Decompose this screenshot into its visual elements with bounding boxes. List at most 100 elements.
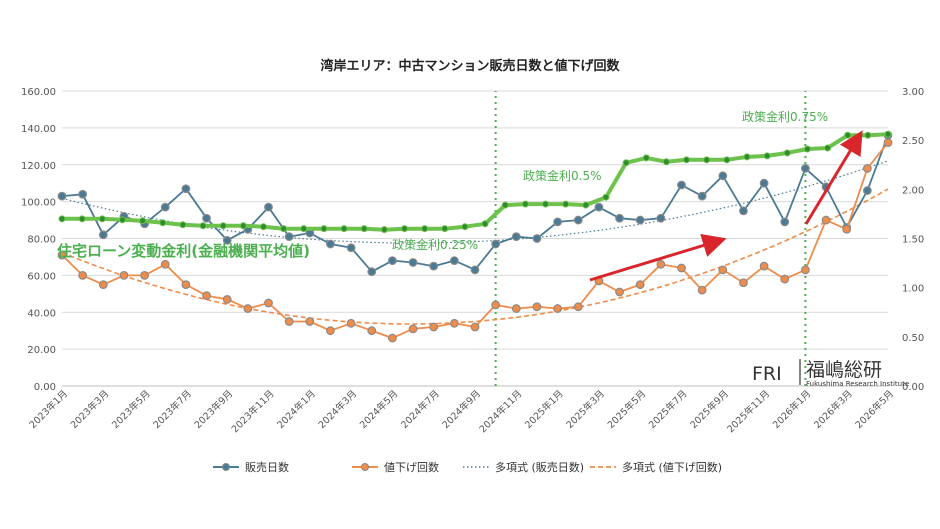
x-tick-group: 2023年5月	[109, 388, 152, 431]
x-tick-group: 2025年9月	[688, 388, 731, 431]
data-point	[219, 222, 227, 230]
data-point	[78, 189, 88, 199]
data-point	[400, 225, 408, 233]
data-point	[140, 270, 150, 280]
data-point	[594, 202, 604, 212]
x-tick-group: 2025年5月	[605, 388, 648, 431]
data-point	[573, 215, 583, 225]
x-tick-label: 2023年7月	[151, 388, 194, 431]
y-right-tick-label: 0.50	[902, 333, 924, 344]
data-point	[635, 215, 645, 225]
y-right-tick-label: 3.00	[902, 87, 924, 98]
data-point	[202, 213, 211, 223]
data-point	[884, 130, 892, 138]
x-tick-group: 2026年5月	[853, 388, 896, 431]
data-point	[677, 180, 686, 190]
data-point	[222, 235, 232, 245]
data-point	[284, 232, 294, 242]
x-tick-group: 2025年3月	[564, 388, 607, 431]
data-point	[367, 267, 377, 277]
data-point	[320, 225, 328, 233]
data-point	[703, 156, 711, 164]
data-point	[662, 158, 670, 166]
data-point	[553, 217, 562, 227]
data-point	[801, 265, 810, 275]
data-point	[408, 324, 418, 334]
logo-name: 福嶋総研	[806, 359, 882, 381]
policy-event-lines	[494, 91, 807, 386]
x-tick-group: 2023年11月	[229, 388, 277, 436]
x-tick-label: 2023年9月	[192, 388, 235, 431]
data-point	[181, 184, 191, 194]
x-tick-group: 2025年7月	[646, 388, 689, 431]
data-point	[326, 239, 335, 249]
y-left-tick-label: 0.00	[34, 382, 56, 393]
x-tick-group: 2023年3月	[68, 388, 111, 431]
data-point	[718, 171, 728, 181]
data-point	[181, 280, 191, 289]
legend-marker	[361, 463, 369, 471]
data-point	[481, 220, 489, 228]
y-right-tick-label: 2.00	[902, 185, 924, 196]
data-point	[718, 265, 728, 275]
x-tick-label: 2026年3月	[812, 388, 855, 431]
x-tick-label: 2023年5月	[109, 388, 152, 431]
data-point	[280, 225, 288, 233]
data-point	[862, 186, 872, 195]
series-2	[58, 130, 892, 234]
legend-label: 多項式 (値下げ回数)	[622, 460, 722, 474]
data-point	[305, 317, 315, 326]
data-point	[57, 250, 67, 260]
data-point	[441, 225, 449, 233]
data-point	[780, 274, 790, 284]
data-point	[470, 322, 480, 332]
legend-label: 値下げ回数	[384, 461, 439, 474]
fri-logo: FRI 福嶋総研 Fukushima Research Institute	[752, 359, 909, 388]
x-tick-group: 2024年3月	[316, 388, 359, 431]
annotation-rate-label: 住宅ローン変動金利(金融機関平均値)	[57, 242, 310, 260]
data-point	[449, 256, 459, 266]
data-point	[697, 285, 707, 295]
y-right-tick-label: 1.50	[902, 235, 924, 246]
data-point	[562, 200, 570, 208]
logo-mark: FRI	[752, 363, 782, 385]
data-point	[160, 202, 170, 212]
data-point	[743, 153, 751, 161]
data-point	[844, 131, 852, 139]
data-point	[491, 300, 501, 310]
x-tick-label: 2026年1月	[770, 388, 813, 431]
data-point	[222, 294, 232, 304]
data-point	[759, 261, 769, 271]
data-point	[602, 193, 610, 201]
y-axis-right: 0.00 0.50 1.00 1.50 2.00 2.50 3.00	[902, 87, 924, 393]
trendline	[61, 188, 889, 325]
data-point	[511, 232, 521, 242]
data-point	[264, 202, 273, 212]
data-point	[388, 256, 397, 266]
data-point	[98, 215, 106, 223]
y-right-tick-label: 1.00	[902, 284, 924, 295]
x-tick-label: 2024年1月	[275, 388, 318, 431]
data-point	[98, 230, 108, 240]
data-point	[239, 222, 247, 230]
data-point	[346, 318, 356, 328]
data-point	[300, 225, 308, 233]
x-tick-label: 2023年1月	[27, 388, 70, 431]
data-point	[57, 191, 67, 201]
data-point	[243, 304, 253, 313]
y-left-tick-label: 160.00	[21, 87, 56, 98]
x-tick-label: 2024年9月	[440, 388, 483, 431]
data-point	[259, 223, 267, 231]
x-tick-label: 2026年5月	[853, 388, 896, 431]
x-tick-label: 2025年1月	[522, 388, 565, 431]
data-point	[326, 326, 335, 336]
data-point	[883, 138, 893, 148]
x-tick-label: 2024年3月	[316, 388, 359, 431]
data-point	[119, 270, 129, 280]
data-point	[635, 280, 645, 289]
data-point	[553, 304, 562, 313]
data-point	[801, 164, 810, 173]
data-point	[542, 200, 550, 208]
data-point	[449, 318, 459, 328]
x-tick-label: 2024年7月	[399, 388, 442, 431]
